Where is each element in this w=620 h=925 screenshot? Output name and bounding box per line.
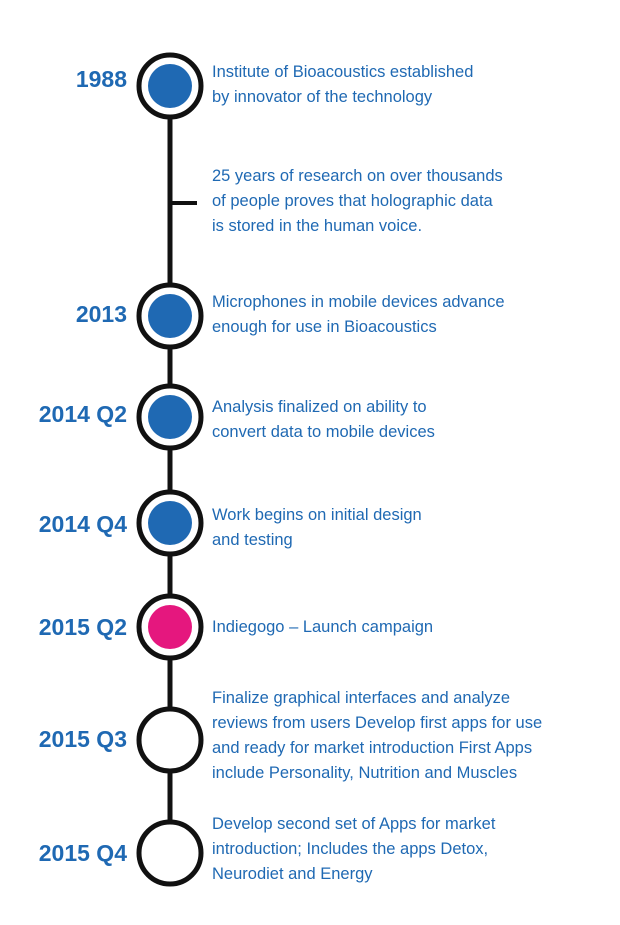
milestone-year: 1988 — [75, 66, 127, 92]
milestone-description: Finalize graphical interfaces and analyz… — [212, 686, 612, 786]
description-line: Analysis finalized on ability to — [212, 398, 427, 416]
milestone-description: 25 years of research on over thousands of… — [212, 164, 612, 239]
milestone-dot — [148, 64, 192, 108]
description-line: introduction; Includes the apps Detox, — [212, 840, 489, 858]
description-line: and testing — [212, 531, 293, 549]
description-line: Finalize graphical interfaces and analyz… — [212, 689, 511, 707]
description-line: Indiegogo – Launch campaign — [212, 618, 434, 636]
milestone-description: Work begins on initial design and testing — [212, 503, 612, 553]
milestone-dot — [148, 605, 192, 649]
milestone-description: Analysis finalized on ability to convert … — [212, 395, 612, 445]
description-line: of people proves that holographic data — [212, 192, 493, 210]
description-line: by innovator of the technology — [212, 88, 433, 106]
description-line: enough for use in Bioacoustics — [212, 318, 437, 336]
description-line: 25 years of research on over thousands — [212, 167, 503, 185]
description-line: Work begins on initial design — [212, 506, 422, 524]
description-line: is stored in the human voice. — [212, 217, 423, 235]
description-line: and ready for market introduction First … — [212, 739, 533, 757]
milestone-dot — [148, 501, 192, 545]
description-line: Institute of Bioacoustics established — [212, 63, 474, 81]
description-line: reviews from users Develop first apps fo… — [212, 714, 543, 732]
description-line: Develop second set of Apps for market — [212, 815, 496, 833]
milestone-year: 2014 Q4 — [38, 511, 127, 537]
milestone-ring — [136, 819, 204, 887]
milestone-year: 2015 Q2 — [38, 614, 127, 640]
description-line: include Personality, Nutrition and Muscl… — [212, 764, 518, 782]
milestone-year: 2015 Q3 — [38, 726, 127, 752]
description-line: convert data to mobile devices — [212, 423, 435, 441]
description-line: Neurodiet and Energy — [212, 865, 373, 883]
milestone-dot — [148, 294, 192, 338]
milestone-description: Microphones in mobile devices advance eno… — [212, 290, 612, 340]
milestone-ring — [136, 706, 204, 774]
milestone-description: Develop second set of Apps for market int… — [212, 812, 612, 887]
milestone-dot — [148, 395, 192, 439]
description-line: Microphones in mobile devices advance — [212, 293, 505, 311]
milestone-year: 2013 — [75, 301, 127, 327]
milestone-year: 2015 Q4 — [38, 840, 127, 866]
milestone-year: 2014 Q2 — [38, 401, 127, 427]
milestone-description: Indiegogo – Launch campaign — [212, 615, 612, 640]
milestone-description: Institute of Bioacoustics established by … — [212, 60, 612, 110]
